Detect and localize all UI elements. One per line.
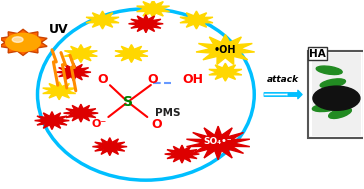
Polygon shape [165, 145, 199, 163]
Ellipse shape [334, 88, 357, 98]
Polygon shape [186, 126, 250, 160]
Ellipse shape [312, 104, 339, 112]
Text: attack: attack [267, 75, 299, 84]
Ellipse shape [329, 108, 351, 119]
Polygon shape [180, 11, 213, 29]
Polygon shape [43, 82, 76, 100]
Polygon shape [0, 29, 47, 55]
Text: UV: UV [50, 23, 69, 36]
Text: •OH: •OH [214, 45, 237, 55]
Text: HA: HA [309, 49, 326, 59]
Circle shape [12, 37, 23, 42]
Text: OH: OH [182, 73, 203, 86]
Text: O: O [148, 73, 158, 86]
Polygon shape [35, 112, 69, 129]
Polygon shape [86, 11, 119, 29]
Ellipse shape [320, 79, 345, 88]
Polygon shape [92, 138, 127, 156]
FancyBboxPatch shape [308, 51, 364, 138]
Text: PMS: PMS [155, 108, 180, 118]
Polygon shape [136, 0, 170, 18]
Polygon shape [196, 35, 255, 64]
Polygon shape [64, 45, 97, 63]
Text: SO₄•⁻: SO₄•⁻ [204, 137, 232, 146]
Polygon shape [56, 63, 91, 81]
Ellipse shape [316, 66, 342, 74]
Text: S: S [123, 95, 133, 109]
Text: O⁻: O⁻ [91, 119, 107, 129]
Polygon shape [64, 104, 98, 122]
Polygon shape [115, 45, 148, 63]
Polygon shape [209, 63, 242, 81]
Polygon shape [128, 15, 163, 33]
FancyBboxPatch shape [312, 53, 361, 136]
Text: O: O [151, 118, 162, 131]
Circle shape [313, 86, 360, 110]
Circle shape [6, 33, 40, 51]
Text: O: O [97, 73, 108, 86]
